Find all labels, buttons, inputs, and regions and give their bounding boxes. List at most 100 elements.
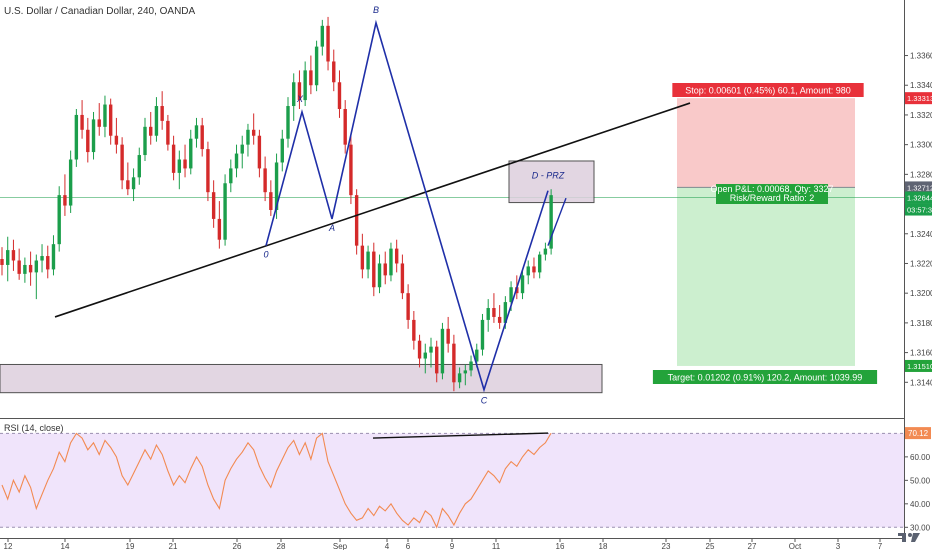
trendline-layer[interactable] xyxy=(54,102,691,439)
candle-body xyxy=(97,119,101,127)
candle-body xyxy=(497,316,502,323)
date-tick-label: 16 xyxy=(556,542,565,550)
date-tick-label: 4 xyxy=(385,542,390,550)
candle-body xyxy=(74,114,79,160)
candle-body xyxy=(23,264,27,274)
candle-body xyxy=(234,153,239,169)
candle-body xyxy=(171,144,176,173)
candle-body xyxy=(200,125,204,150)
price-tick-label: 1.33000 xyxy=(910,141,932,150)
candles-layer[interactable] xyxy=(0,16,553,392)
rsi-title: RSI (14, close) xyxy=(4,423,64,433)
candle-body xyxy=(240,144,244,154)
pattern-point-label: A xyxy=(328,223,335,233)
candle-body xyxy=(463,370,468,374)
candle-body xyxy=(492,308,496,317)
rsi-line xyxy=(1,432,552,529)
candle-body xyxy=(103,104,107,127)
candle-body xyxy=(435,346,439,374)
date-tick-label: Sep xyxy=(333,542,348,550)
stop-label: Stop: 0.00601 (0.45%) 60.1, Amount: 980 xyxy=(685,86,851,96)
candle-body xyxy=(297,82,302,101)
candle-body xyxy=(389,248,393,276)
date-tick-label: 23 xyxy=(662,542,671,550)
candle-body xyxy=(154,106,159,136)
candle-body xyxy=(28,264,33,273)
rsi-tick-label: 60.00 xyxy=(910,453,931,462)
price-tag-box xyxy=(905,92,932,105)
candle-body xyxy=(126,180,130,190)
candle-body xyxy=(143,126,147,156)
candle-body xyxy=(440,328,445,374)
candle-body xyxy=(149,126,153,136)
candle-body xyxy=(280,138,284,163)
candle-body xyxy=(503,302,508,323)
candle-body xyxy=(246,129,250,145)
pattern-point-label: X xyxy=(296,94,304,104)
date-tick-label: 11 xyxy=(492,542,501,550)
pattern-point-label: D - PRZ xyxy=(532,171,565,181)
rsi-last-tag-box xyxy=(905,427,931,440)
target-zone xyxy=(677,187,855,366)
open-pl-label: Open P&L: 0.00068, Qty: 3327 xyxy=(710,184,833,194)
date-tick-label: 9 xyxy=(450,542,455,550)
rsi-divergence-line xyxy=(372,432,549,439)
target-label: Target: 0.01202 (0.91%) 120.2, Amount: 1… xyxy=(668,373,863,383)
pattern-layer[interactable] xyxy=(265,19,567,393)
stop-label-box xyxy=(672,83,864,97)
trendline xyxy=(54,102,691,318)
date-tick-label: 3 xyxy=(836,542,841,550)
candle-body xyxy=(354,195,359,246)
candle-body xyxy=(509,287,513,303)
open-label-box xyxy=(716,184,828,204)
candle-body xyxy=(0,259,4,265)
position-zones-layer xyxy=(0,98,904,366)
candle-body xyxy=(480,319,485,350)
candle-body xyxy=(166,120,170,145)
candle-body xyxy=(17,260,21,274)
candle-body xyxy=(51,244,56,270)
candle-body xyxy=(211,192,216,219)
candle-body xyxy=(274,162,279,210)
candle-body xyxy=(526,266,530,276)
price-tag: 03:57:39 xyxy=(907,206,932,215)
candle-body xyxy=(183,159,187,169)
rsi-band xyxy=(0,433,904,528)
candle-body xyxy=(6,250,10,265)
price-tag-box xyxy=(905,203,932,216)
axis-layer: 1.33600 1.33400 1.33200 1.33000 1.32800 1.324… xyxy=(4,52,932,551)
rsi-tick-label: 50.00 xyxy=(910,476,931,485)
date-tick-label: 18 xyxy=(599,542,608,550)
candle-body xyxy=(429,346,433,353)
candle-body xyxy=(57,195,61,245)
pattern-zones-layer xyxy=(0,160,603,394)
candle-body xyxy=(46,256,50,270)
candle-body xyxy=(383,263,387,276)
candle-body xyxy=(189,138,193,169)
rsi-layer xyxy=(1,432,552,529)
candle-body xyxy=(332,61,336,83)
price-tag: 1.32712 xyxy=(907,183,932,192)
date-tick-label: 28 xyxy=(277,542,286,550)
candle-body xyxy=(251,129,256,136)
chart-title: U.S. Dollar / Canadian Dollar, 240, OAND… xyxy=(4,6,196,17)
candle-body xyxy=(406,293,410,320)
date-tick-label: 7 xyxy=(878,542,883,550)
candle-body xyxy=(377,263,382,288)
price-tick-label: 1.33600 xyxy=(910,52,932,61)
candle-body xyxy=(63,195,67,206)
candle-body xyxy=(326,25,330,62)
candle-body xyxy=(372,251,376,288)
candle-body xyxy=(194,125,199,139)
candle-body xyxy=(520,275,525,294)
candle-body xyxy=(309,70,313,86)
candle-body xyxy=(257,135,262,169)
candle-body xyxy=(160,106,164,121)
price-tick-label: 1.31600 xyxy=(910,349,932,358)
candle-body xyxy=(114,135,119,145)
candle-body xyxy=(417,340,422,359)
candle-body xyxy=(11,250,16,261)
price-tick-label: 1.33400 xyxy=(910,81,932,90)
price-tag: 1.32644 xyxy=(907,194,932,203)
